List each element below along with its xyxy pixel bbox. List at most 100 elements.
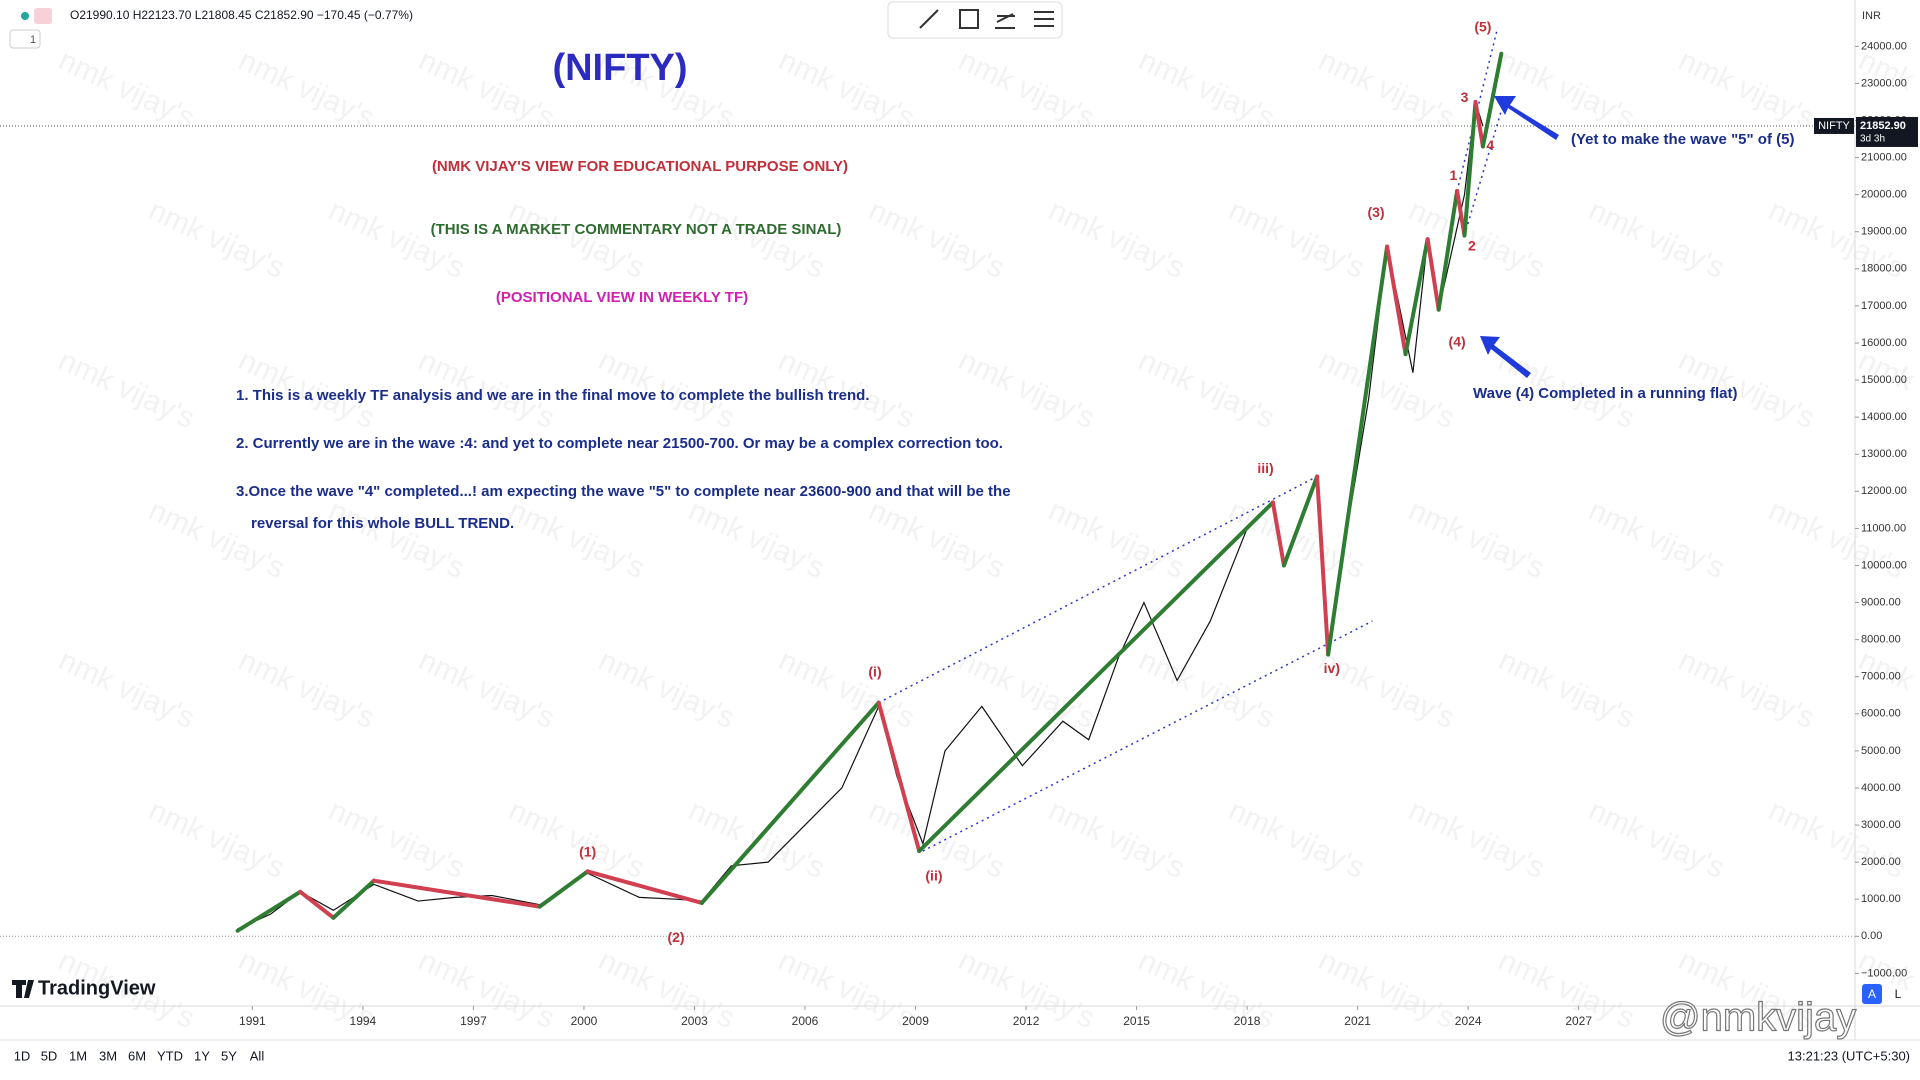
point: 3.Once the wave "4" completed...! am exp…	[236, 483, 1011, 500]
point: 2. Currently we are in the wave :4: and …	[236, 435, 1003, 452]
range-buttons: 1D 5D 1M 3M 6M YTD 1Y 5Y All	[14, 1048, 265, 1063]
x-tick-label: 2024	[1455, 1014, 1482, 1028]
watermark: nmk vijay's	[1674, 44, 1820, 136]
y-tick-label: 19000.00	[1861, 226, 1907, 238]
x-tick-label: 1997	[460, 1014, 487, 1028]
wave-line	[1270, 500, 1286, 568]
watermark: nmk vijay's	[1584, 494, 1730, 586]
watermark: nmk vijay's	[1494, 44, 1640, 136]
commentary: (THIS IS A MARKET COMMENTARY NOT A TRADE…	[431, 221, 842, 238]
watermark: nmk vijay's	[1044, 494, 1190, 586]
auto-scale-label: A	[1868, 987, 1876, 1001]
watermark: nmk vijay's	[1674, 644, 1820, 736]
wave-line	[699, 700, 881, 905]
watermark: nmk vijay's	[1314, 944, 1460, 1036]
logo-text: TradingView	[38, 977, 156, 999]
watermark: nmk vijay's	[1584, 194, 1730, 286]
range-button[interactable]: 1Y	[194, 1048, 210, 1063]
x-tick-label: 2009	[902, 1014, 929, 1028]
range-button[interactable]: 5Y	[221, 1048, 237, 1063]
symbol-tag	[1814, 117, 1854, 134]
watermark: nmk vijay's	[1404, 494, 1550, 586]
x-tick-label: 2027	[1565, 1014, 1592, 1028]
wave-line	[1425, 237, 1441, 312]
last-price: 21852.90	[1860, 120, 1906, 132]
watermark: nmk vijay's	[684, 494, 830, 586]
watermarks: nmk vijay's nmk vijay's nmk vijay's nmk vij…	[54, 44, 1920, 1036]
auto-scale-btn[interactable]	[1862, 984, 1882, 1004]
watermark: nmk vijay's	[414, 644, 560, 736]
range-button[interactable]: All	[250, 1048, 265, 1063]
wave-label: (5)	[1474, 19, 1491, 35]
y-tick-label: 2000.00	[1861, 856, 1901, 868]
watermark: nmk vijay's	[1764, 494, 1910, 586]
watermark: nmk vijay's	[1044, 794, 1190, 886]
watermark: nmk vijay's	[54, 344, 200, 436]
wave-label: 4	[1486, 137, 1494, 153]
wave-line	[298, 889, 336, 920]
y-tick-label: 6000.00	[1861, 708, 1901, 720]
point: reversal for this whole BULL TREND.	[251, 515, 514, 532]
watermark: nmk vijay's	[1854, 644, 1920, 736]
toolbar-icons[interactable]	[919, 9, 1054, 29]
watermark: nmk vijay's	[864, 194, 1010, 286]
channel-line	[878, 475, 1318, 704]
y-tick-label: 16000.00	[1861, 337, 1907, 349]
wave-line	[235, 889, 303, 933]
x-tick-label: 2000	[571, 1014, 598, 1028]
watermark: nmk vijay's	[504, 494, 650, 586]
y-tick-label: 20000.00	[1861, 189, 1907, 201]
y-tick-label: 5000.00	[1861, 745, 1901, 757]
wave4-note: Wave (4) Completed in a running flat)	[1473, 385, 1737, 402]
range-button[interactable]: YTD	[157, 1048, 183, 1063]
watermark: nmk vijay's	[1764, 794, 1910, 886]
y-tick-label: 24000.00	[1861, 40, 1907, 52]
y-tick-label: 18000.00	[1861, 263, 1907, 275]
wave-label: 1	[1450, 167, 1458, 183]
x-tick-label: 1994	[350, 1014, 377, 1028]
price-line	[237, 101, 1484, 930]
watermark: nmk vijay's	[414, 44, 560, 136]
currency: INR	[1862, 10, 1881, 22]
y-tick-label: 9000.00	[1861, 596, 1901, 608]
watermark: nmk vijay's	[1314, 644, 1460, 736]
range-button[interactable]: 5D	[41, 1048, 58, 1063]
point: 1. This is a weekly TF analysis and we a…	[236, 387, 870, 404]
interval: 1	[30, 34, 36, 46]
watermark: nmk vijay's	[1314, 44, 1460, 136]
wave-line	[876, 700, 922, 854]
watermark: nmk vijay's	[324, 194, 470, 286]
y-tick-label: 15000.00	[1861, 374, 1907, 386]
watermark: nmk vijay's	[1134, 344, 1280, 436]
y-tick-label: 3000.00	[1861, 819, 1901, 831]
disclaimer: (NMK VIJAY'S VIEW FOR EDUCATIONAL PURPOS…	[432, 158, 848, 175]
y-tick-label: 14000.00	[1861, 411, 1907, 423]
x-tick-label: 2012	[1013, 1014, 1040, 1028]
wave-line	[371, 878, 542, 909]
y-tick-label: 7000.00	[1861, 671, 1901, 683]
watermark: nmk vijay's	[144, 494, 290, 586]
range-button[interactable]: 3M	[99, 1048, 117, 1063]
x-tick-label: 1991	[239, 1014, 266, 1028]
wave-line	[1403, 237, 1430, 357]
wave-label: (3)	[1367, 204, 1384, 220]
watermark: nmk vijay's	[1224, 194, 1370, 286]
range-button[interactable]: 6M	[128, 1048, 146, 1063]
x-tick-label: 2003	[681, 1014, 708, 1028]
watermark: nmk vijay's	[504, 794, 650, 886]
positional-note: (POSITIONAL VIEW IN WEEKLY TF)	[496, 289, 748, 306]
interval-box[interactable]	[9, 29, 41, 49]
y-tick-label: 11000.00	[1861, 522, 1906, 534]
range-button[interactable]: 1D	[14, 1048, 31, 1063]
watermark: nmk vijay's	[54, 644, 200, 736]
watermark: nmk vijay's	[1044, 194, 1190, 286]
range-button[interactable]: 1M	[69, 1048, 87, 1063]
y-tick-label: 13000.00	[1861, 448, 1907, 460]
watermark: nmk vijay's	[684, 194, 830, 286]
y-tick-label: 10000.00	[1861, 559, 1907, 571]
y-tick-label: 0.00	[1861, 930, 1882, 942]
log-scale-label[interactable]: L	[1895, 987, 1902, 1001]
indicator-icon[interactable]	[34, 8, 52, 24]
symbol: NIFTY	[1818, 120, 1850, 132]
